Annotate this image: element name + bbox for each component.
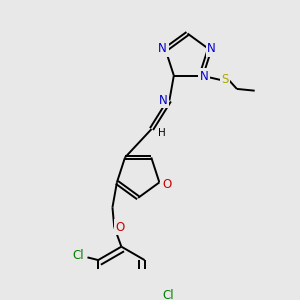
Text: O: O bbox=[162, 178, 171, 191]
Text: O: O bbox=[116, 220, 125, 233]
Text: N: N bbox=[207, 42, 216, 55]
Text: H: H bbox=[158, 128, 166, 138]
Text: N: N bbox=[158, 42, 167, 55]
Text: Cl: Cl bbox=[73, 249, 84, 262]
Text: N: N bbox=[159, 94, 167, 107]
Text: N: N bbox=[200, 70, 208, 83]
Text: Cl: Cl bbox=[162, 289, 174, 300]
Text: S: S bbox=[222, 74, 229, 86]
